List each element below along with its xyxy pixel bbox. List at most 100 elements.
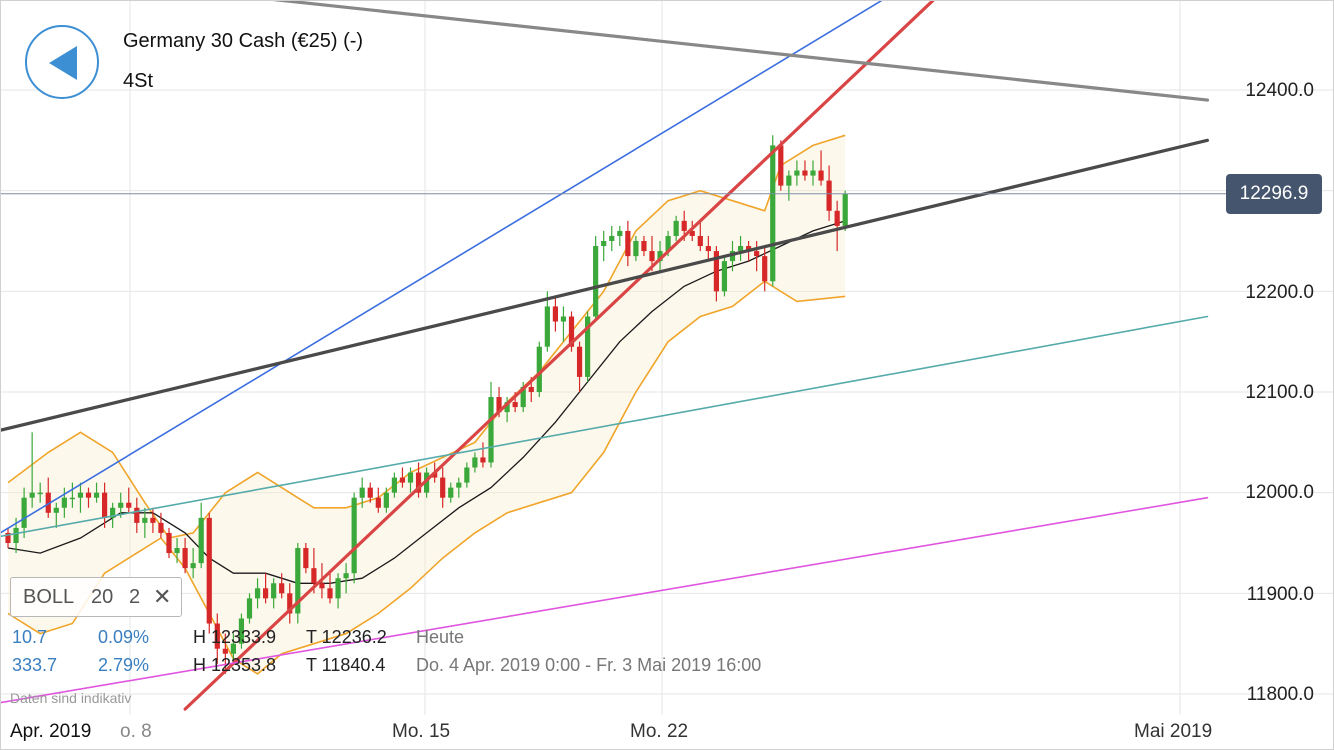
candle	[230, 633, 236, 664]
current-price-badge: 12296.9	[1226, 174, 1322, 214]
candle	[174, 537, 180, 564]
candle-body	[53, 507, 59, 513]
candle	[633, 235, 639, 262]
candle	[544, 291, 550, 352]
stat-change: 333.7	[12, 655, 58, 675]
candle-body	[142, 517, 148, 523]
candle	[29, 432, 35, 508]
candle-body	[311, 568, 317, 584]
trendline	[183, 0, 936, 711]
candle	[222, 633, 228, 674]
candle-body	[93, 492, 100, 498]
x-tick-label: o. 8	[120, 721, 152, 742]
candle-body	[343, 573, 349, 579]
candle	[834, 200, 840, 252]
candle-body	[150, 517, 156, 523]
candle-body	[13, 527, 19, 543]
candle	[77, 482, 84, 513]
candle	[464, 462, 470, 488]
candle	[166, 527, 172, 559]
trendlines[interactable]	[0, 0, 1210, 711]
candle	[37, 482, 43, 503]
candle	[53, 502, 59, 528]
candle	[480, 442, 486, 468]
candle-body	[319, 583, 325, 589]
candle	[576, 341, 583, 392]
candle-body	[480, 457, 486, 463]
stat-change-pct: 2.79%	[98, 655, 150, 675]
candle-body	[794, 170, 800, 176]
bollinger-upper-band	[7, 134, 846, 539]
indicator-chip[interactable]: BOLL 20 2 ✕	[10, 577, 182, 617]
candle-body	[190, 563, 196, 569]
candle-body	[657, 251, 663, 262]
candle	[762, 246, 768, 292]
candle	[770, 135, 776, 287]
candle-body	[37, 492, 43, 495]
candle	[488, 381, 494, 468]
candle	[802, 160, 808, 181]
candle	[5, 527, 11, 549]
candle	[102, 482, 108, 528]
candle-body	[415, 472, 422, 493]
candle-body	[5, 532, 11, 543]
bollinger-middle-band	[7, 220, 846, 584]
candle-body	[617, 230, 623, 236]
close-icon[interactable]: ✕	[153, 584, 172, 609]
candle	[617, 225, 623, 247]
candle	[118, 492, 124, 518]
candle	[246, 593, 253, 624]
x-tick-label: Mo. 15	[392, 721, 451, 742]
candle-body	[45, 492, 51, 513]
candle-body	[810, 170, 816, 176]
candle-body	[609, 235, 615, 241]
candle-body	[351, 497, 357, 574]
trendline	[0, 138, 1210, 432]
candle-body	[641, 241, 647, 252]
candle	[729, 241, 736, 272]
candle-body	[705, 246, 711, 252]
candle-body	[327, 588, 333, 599]
candle	[391, 472, 397, 498]
candle-body	[126, 502, 132, 508]
candle	[560, 306, 567, 342]
candle-body	[762, 256, 768, 282]
candle-body	[633, 241, 639, 257]
candle	[641, 235, 647, 257]
candle-body	[424, 472, 430, 493]
candle	[657, 241, 663, 272]
candle	[609, 225, 615, 252]
timeframe-label[interactable]: 4St	[123, 70, 154, 92]
candle	[21, 487, 27, 538]
candle	[303, 543, 309, 574]
candle-body	[375, 497, 381, 508]
candle	[214, 613, 220, 664]
candle-body	[287, 593, 293, 614]
candle-body	[271, 583, 277, 599]
candle	[737, 235, 744, 262]
back-button[interactable]	[25, 25, 99, 99]
candle-body	[102, 492, 108, 518]
candle-body	[85, 492, 92, 498]
candle-body	[713, 251, 719, 292]
stat-change-pct: 0.09%	[98, 627, 150, 647]
candle-body	[528, 386, 534, 392]
candle-body	[21, 497, 27, 528]
candle	[359, 477, 365, 508]
stat-low: T 12236.2	[306, 627, 387, 647]
candle-body	[520, 386, 526, 408]
candle-body	[472, 457, 478, 468]
candle	[697, 220, 703, 252]
candle	[254, 578, 261, 609]
candle	[778, 140, 784, 191]
candle	[585, 311, 591, 382]
candle-body	[512, 402, 518, 408]
candle-body	[432, 472, 438, 478]
candle-body	[456, 482, 462, 488]
candle	[552, 296, 558, 332]
candle-body	[649, 251, 655, 262]
candle	[383, 487, 389, 513]
candle	[673, 215, 679, 241]
candle-body	[488, 397, 494, 463]
